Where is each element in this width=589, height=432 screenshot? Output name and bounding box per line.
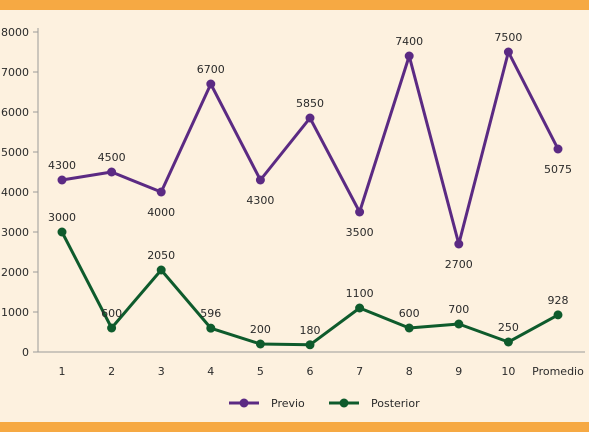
y-tick-label: 4000 <box>1 186 29 199</box>
data-label-posterior: 180 <box>300 324 321 337</box>
data-label-previo: 7400 <box>395 35 423 48</box>
data-label-posterior: 928 <box>548 294 569 307</box>
data-label-previo: 5850 <box>296 97 324 110</box>
x-tick-label: 5 <box>257 365 264 378</box>
x-tick-label: 1 <box>59 365 66 378</box>
y-tick-label: 7000 <box>1 66 29 79</box>
legend-swatch-marker-posterior <box>339 398 349 408</box>
y-tick-label: 0 <box>22 346 29 359</box>
legend-label-posterior: Posterior <box>371 397 420 410</box>
data-label-previo: 3500 <box>346 226 374 239</box>
data-point-previo <box>206 79 216 89</box>
x-tick-label: 9 <box>455 365 462 378</box>
legend-label-previo: Previo <box>271 397 305 410</box>
data-label-previo: 2700 <box>445 258 473 271</box>
data-label-previo: 4500 <box>98 151 126 164</box>
data-point-previo <box>355 207 365 217</box>
x-tick-label: 4 <box>207 365 214 378</box>
data-point-previo <box>404 51 414 61</box>
data-point-posterior <box>305 340 315 350</box>
data-label-previo: 4300 <box>246 194 274 207</box>
x-tick-label: 2 <box>108 365 115 378</box>
data-point-posterior <box>255 339 265 349</box>
data-point-previo <box>255 175 265 185</box>
data-point-previo <box>305 113 315 123</box>
legend-swatch-marker-previo <box>239 398 249 408</box>
data-label-posterior: 200 <box>250 323 271 336</box>
y-tick-label: 3000 <box>1 226 29 239</box>
x-tick-label: 6 <box>307 365 314 378</box>
bottom-band <box>0 422 589 432</box>
top-band <box>0 0 589 10</box>
x-tick-label: 10 <box>501 365 515 378</box>
y-tick-label: 1000 <box>1 306 29 319</box>
data-label-posterior: 596 <box>200 307 221 320</box>
x-tick-label: Promedio <box>532 365 584 378</box>
data-point-previo <box>107 167 117 177</box>
data-point-posterior <box>503 337 513 347</box>
data-label-previo: 4000 <box>147 206 175 219</box>
data-point-posterior <box>404 323 414 333</box>
data-point-posterior <box>156 265 166 275</box>
data-label-posterior: 2050 <box>147 249 175 262</box>
x-tick-label: 8 <box>406 365 413 378</box>
data-label-previo: 7500 <box>494 31 522 44</box>
data-label-posterior: 700 <box>448 303 469 316</box>
series-line-previo <box>61 50 560 246</box>
data-point-posterior <box>355 303 365 313</box>
data-label-posterior: 250 <box>498 321 519 334</box>
data-label-posterior: 600 <box>399 307 420 320</box>
data-label-posterior: 3000 <box>48 211 76 224</box>
series-posterior: 3000 600 2050 596 200 180 1100 600 700 250 928 <box>48 211 569 350</box>
data-label-posterior: 1100 <box>346 287 374 300</box>
y-tick-label: 5000 <box>1 146 29 159</box>
series-previo: 4300 4500 4000 6700 4300 5850 3500 7400 2700 7500… <box>48 31 572 271</box>
y-tick-label: 2000 <box>1 266 29 279</box>
data-point-previo <box>156 187 166 197</box>
x-tick-label: 7 <box>356 365 363 378</box>
y-tick-label: 6000 <box>1 106 29 119</box>
y-tick-label: 8000 <box>1 26 29 39</box>
data-point-posterior <box>454 319 464 329</box>
data-point-previo <box>553 144 563 154</box>
data-label-previo: 5075 <box>544 163 572 176</box>
data-label-posterior: 600 <box>101 307 122 320</box>
data-label-previo: 6700 <box>197 63 225 76</box>
series-layer: 4300 4500 4000 6700 4300 5850 3500 7400 2700 7500… <box>48 31 572 350</box>
x-tick-label: 3 <box>158 365 165 378</box>
data-point-previo <box>454 239 464 249</box>
legend: Previo Posterior <box>229 397 420 410</box>
data-point-posterior <box>553 310 563 320</box>
data-point-previo <box>57 175 67 185</box>
data-label-previo: 4300 <box>48 159 76 172</box>
data-point-posterior <box>206 323 216 333</box>
data-point-posterior <box>107 323 117 333</box>
data-point-previo <box>503 47 513 57</box>
data-point-posterior <box>57 227 67 237</box>
